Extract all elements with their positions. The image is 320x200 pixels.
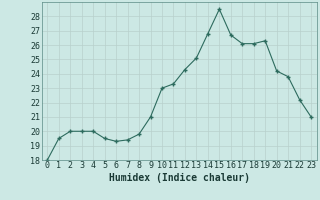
X-axis label: Humidex (Indice chaleur): Humidex (Indice chaleur) bbox=[109, 173, 250, 183]
